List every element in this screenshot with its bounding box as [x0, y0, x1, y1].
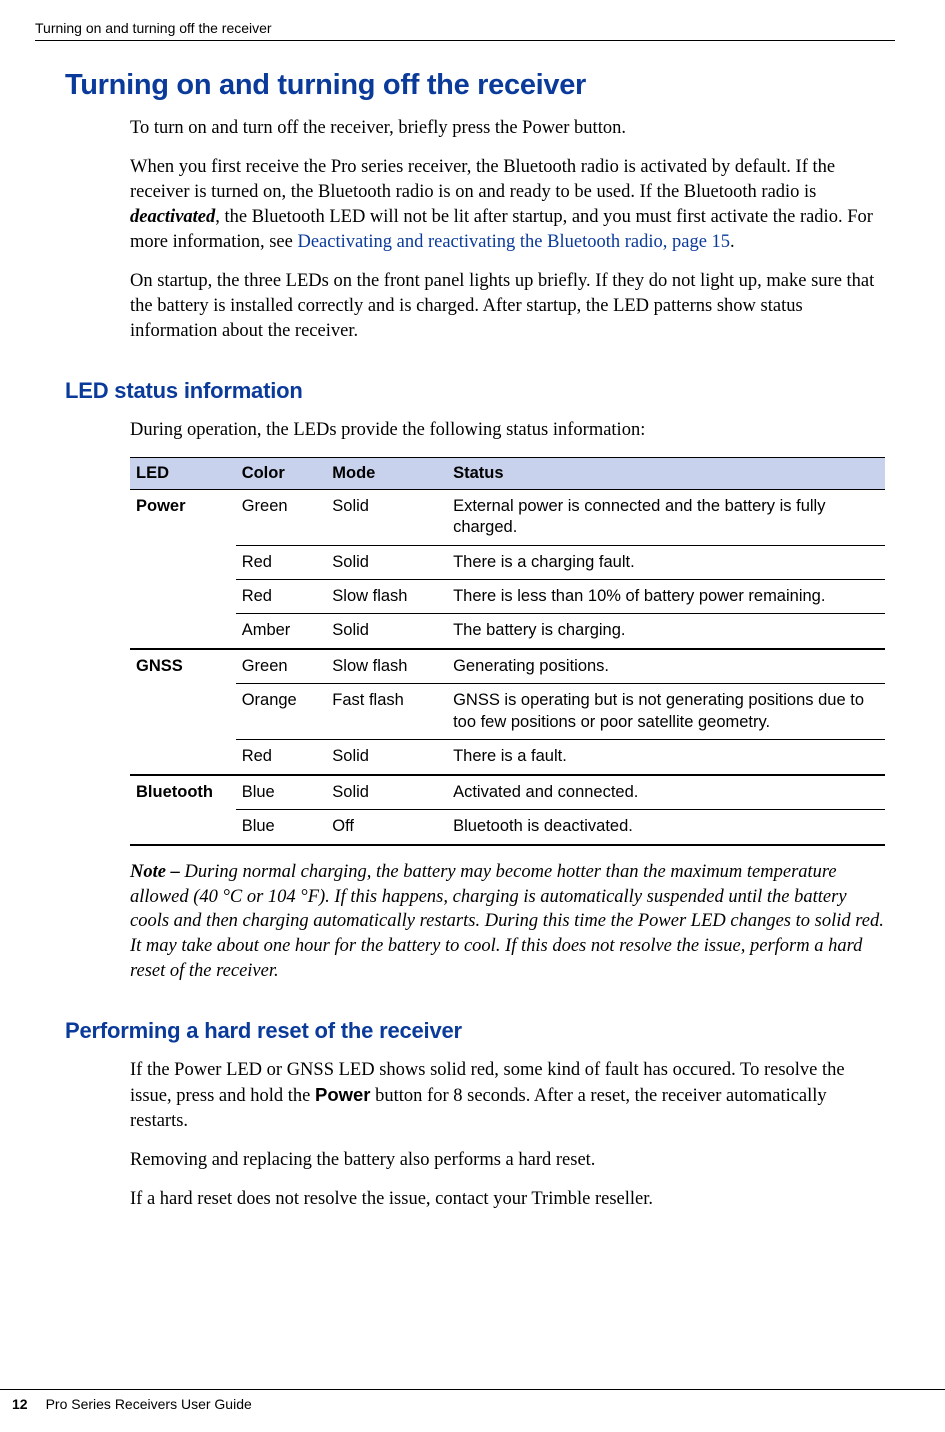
page-footer: 12 Pro Series Receivers User Guide: [0, 1389, 945, 1412]
cross-reference-link[interactable]: Deactivating and reactivating the Blueto…: [297, 232, 730, 252]
cell-mode: Solid: [326, 740, 447, 775]
cell-led: [130, 545, 236, 579]
intro-paragraph-1: To turn on and turn off the receiver, br…: [130, 116, 885, 141]
cell-status: Bluetooth is deactivated.: [447, 810, 885, 845]
cell-status: Generating positions.: [447, 649, 885, 684]
led-intro: During operation, the LEDs provide the f…: [130, 418, 885, 443]
cell-color: Red: [236, 740, 327, 775]
cell-mode: Slow flash: [326, 580, 447, 614]
cell-status: Activated and connected.: [447, 775, 885, 810]
cell-led: [130, 684, 236, 740]
top-rule: [35, 40, 895, 41]
th-led: LED: [130, 457, 236, 489]
section-hard-reset: Performing a hard reset of the receiver: [65, 1018, 895, 1044]
cell-status: GNSS is operating but is not generating …: [447, 684, 885, 740]
th-color: Color: [236, 457, 327, 489]
cell-mode: Slow flash: [326, 649, 447, 684]
text: When you first receive the Pro series re…: [130, 157, 835, 202]
hard-reset-paragraph-2: Removing and replacing the battery also …: [130, 1148, 885, 1173]
table-header-row: LED Color Mode Status: [130, 457, 885, 489]
led-status-table: LED Color Mode Status PowerGreenSolidExt…: [130, 457, 885, 846]
table-row: PowerGreenSolidExternal power is connect…: [130, 489, 885, 545]
running-head: Turning on and turning off the receiver: [35, 20, 895, 36]
hard-reset-paragraph-1: If the Power LED or GNSS LED shows solid…: [130, 1058, 885, 1134]
cell-color: Blue: [236, 775, 327, 810]
note-body: During normal charging, the battery may …: [130, 862, 884, 982]
intro-paragraph-3: On startup, the three LEDs on the front …: [130, 269, 885, 344]
cell-color: Green: [236, 489, 327, 545]
table-row: BlueOffBluetooth is deactivated.: [130, 810, 885, 845]
cell-led: Bluetooth: [130, 775, 236, 810]
cell-led: [130, 614, 236, 649]
cell-color: Amber: [236, 614, 327, 649]
cell-led: GNSS: [130, 649, 236, 684]
cell-mode: Solid: [326, 545, 447, 579]
th-status: Status: [447, 457, 885, 489]
cell-status: The battery is charging.: [447, 614, 885, 649]
cell-led: [130, 810, 236, 845]
text: .: [730, 232, 735, 252]
cell-color: Green: [236, 649, 327, 684]
cell-status: There is less than 10% of battery power …: [447, 580, 885, 614]
table-row: RedSolidThere is a charging fault.: [130, 545, 885, 579]
section-led-status: LED status information: [65, 378, 895, 404]
table-row: AmberSolidThe battery is charging.: [130, 614, 885, 649]
table-row: BluetoothBlueSolidActivated and connecte…: [130, 775, 885, 810]
cell-color: Orange: [236, 684, 327, 740]
cell-mode: Solid: [326, 775, 447, 810]
th-mode: Mode: [326, 457, 447, 489]
emphasis-deactivated: deactivated: [130, 207, 215, 227]
page-number: 12: [12, 1396, 28, 1412]
page-title: Turning on and turning off the receiver: [65, 69, 895, 102]
cell-led: [130, 740, 236, 775]
intro-paragraph-2: When you first receive the Pro series re…: [130, 155, 885, 255]
cell-color: Red: [236, 580, 327, 614]
cell-status: External power is connected and the batt…: [447, 489, 885, 545]
table-row: RedSlow flashThere is less than 10% of b…: [130, 580, 885, 614]
table-row: OrangeFast flashGNSS is operating but is…: [130, 684, 885, 740]
cell-status: There is a charging fault.: [447, 545, 885, 579]
cell-color: Blue: [236, 810, 327, 845]
cell-led: Power: [130, 489, 236, 545]
cell-mode: Solid: [326, 614, 447, 649]
cell-mode: Solid: [326, 489, 447, 545]
cell-status: There is a fault.: [447, 740, 885, 775]
table-body: PowerGreenSolidExternal power is connect…: [130, 489, 885, 844]
cell-mode: Fast flash: [326, 684, 447, 740]
table-row: GNSSGreenSlow flashGenerating positions.: [130, 649, 885, 684]
power-button-label: Power: [315, 1084, 371, 1105]
footer-title: Pro Series Receivers User Guide: [46, 1396, 252, 1412]
cell-color: Red: [236, 545, 327, 579]
charging-note: Note – During normal charging, the batte…: [130, 860, 885, 985]
cell-mode: Off: [326, 810, 447, 845]
cell-led: [130, 580, 236, 614]
hard-reset-paragraph-3: If a hard reset does not resolve the iss…: [130, 1187, 885, 1212]
table-row: RedSolidThere is a fault.: [130, 740, 885, 775]
note-label: Note –: [130, 862, 184, 882]
